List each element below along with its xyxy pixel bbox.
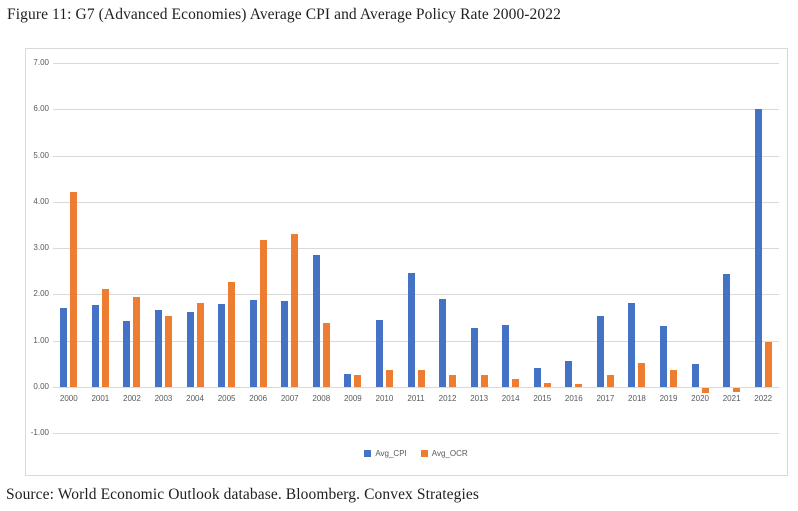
figure-title: Figure 11: G7 (Advanced Economies) Avera… bbox=[7, 6, 561, 23]
bar-avg-ocr-2009 bbox=[354, 374, 362, 387]
bar-avg-cpi-2010 bbox=[375, 320, 383, 387]
bar-avg-cpi-2000 bbox=[60, 308, 68, 387]
x-tick-label-2002: 2002 bbox=[123, 393, 141, 403]
gridline bbox=[53, 155, 779, 157]
bar-avg-ocr-2013 bbox=[480, 375, 488, 387]
bar-avg-ocr-2000 bbox=[70, 191, 78, 387]
bar-avg-ocr-2017 bbox=[606, 375, 614, 387]
bar-avg-cpi-2022 bbox=[754, 109, 762, 387]
x-tick-label-2004: 2004 bbox=[186, 393, 204, 403]
bar-avg-ocr-2002 bbox=[133, 297, 141, 387]
bar-avg-cpi-2019 bbox=[660, 326, 668, 387]
bar-avg-ocr-2018 bbox=[638, 362, 646, 387]
bar-avg-cpi-2007 bbox=[281, 301, 289, 387]
y-tick-label: 0.00 bbox=[33, 381, 49, 391]
x-tick-label-2003: 2003 bbox=[154, 393, 173, 403]
gridline bbox=[53, 294, 779, 296]
legend-item-avg-cpi: Avg_CPI bbox=[364, 448, 407, 458]
x-tick-label-2022: 2022 bbox=[754, 393, 773, 403]
x-tick-label-2010: 2010 bbox=[375, 393, 394, 403]
x-tick-label-2012: 2012 bbox=[438, 393, 457, 403]
bar-avg-cpi-2020 bbox=[691, 363, 699, 387]
bar-avg-ocr-2001 bbox=[101, 288, 109, 387]
bar-avg-ocr-2007 bbox=[291, 233, 299, 387]
x-tick-label-2020: 2020 bbox=[691, 393, 709, 403]
bar-avg-ocr-2003 bbox=[164, 316, 172, 387]
bar-avg-cpi-2003 bbox=[154, 309, 162, 387]
gridline bbox=[53, 248, 779, 249]
gridline bbox=[53, 201, 779, 203]
x-tick-label-2009: 2009 bbox=[343, 393, 362, 403]
y-tick-label: 6.00 bbox=[33, 104, 49, 114]
bar-avg-ocr-2019 bbox=[670, 369, 678, 387]
y-tick-label: 3.00 bbox=[33, 243, 49, 252]
x-tick-label-2000: 2000 bbox=[59, 393, 78, 403]
y-tick-label: 7.00 bbox=[33, 58, 49, 67]
bar-avg-ocr-2004 bbox=[196, 302, 204, 387]
x-tick-label-2007: 2007 bbox=[280, 393, 299, 403]
x-tick-label-2021: 2021 bbox=[722, 393, 741, 403]
bar-avg-cpi-2018 bbox=[628, 303, 636, 387]
bar-avg-cpi-2006 bbox=[249, 300, 257, 387]
bar-avg-ocr-2012 bbox=[449, 375, 457, 387]
bar-avg-cpi-2016 bbox=[565, 361, 573, 387]
x-tick-label-2016: 2016 bbox=[564, 393, 583, 403]
bar-avg-cpi-2014 bbox=[502, 325, 510, 387]
x-tick-label-2008: 2008 bbox=[312, 393, 331, 403]
x-tick-label-2005: 2005 bbox=[217, 393, 236, 403]
legend-swatch-icon bbox=[364, 449, 372, 457]
x-tick-label-2015: 2015 bbox=[533, 393, 552, 403]
x-tick-label-2011: 2011 bbox=[407, 393, 425, 403]
legend-swatch-icon bbox=[420, 449, 428, 457]
bar-avg-ocr-2022 bbox=[764, 342, 772, 387]
bar-avg-ocr-2015 bbox=[543, 382, 551, 387]
legend-item-avg-ocr: Avg_OCR bbox=[420, 448, 468, 458]
plot-area: 7.00 6.00 5.00 4.00 3.00 2.00 1.00 0.00 -1.00 20… bbox=[31, 58, 779, 437]
bar-avg-ocr-2011 bbox=[417, 370, 425, 387]
bar-avg-ocr-2014 bbox=[512, 379, 520, 387]
bar-avg-cpi-2001 bbox=[91, 305, 99, 387]
bar-avg-cpi-2005 bbox=[218, 304, 226, 387]
legend-label: Avg_OCR bbox=[431, 448, 468, 458]
x-tick-label-2013: 2013 bbox=[470, 393, 489, 403]
x-tick-label-2014: 2014 bbox=[501, 393, 520, 403]
bar-avg-cpi-2004 bbox=[186, 312, 194, 387]
bar-avg-cpi-2013 bbox=[470, 328, 478, 387]
bar-avg-cpi-2008 bbox=[312, 254, 320, 387]
y-tick-label: 1.00 bbox=[33, 335, 49, 345]
chart: 7.00 6.00 5.00 4.00 3.00 2.00 1.00 0.00 -1.00 20… bbox=[25, 48, 788, 476]
legend-label: Avg_CPI bbox=[375, 448, 407, 458]
bar-avg-ocr-2016 bbox=[575, 384, 583, 387]
gridline bbox=[53, 433, 779, 434]
source-text: Source: World Economic Outlook database.… bbox=[6, 486, 480, 503]
gridline bbox=[53, 340, 779, 342]
chart-legend: Avg_CPI Avg_OCR bbox=[53, 447, 779, 459]
x-tick-label-2017: 2017 bbox=[596, 393, 615, 403]
y-tick-label: -1.00 bbox=[30, 428, 49, 437]
bar-avg-ocr-2010 bbox=[385, 370, 393, 387]
bar-avg-cpi-2009 bbox=[344, 373, 352, 387]
gridline bbox=[53, 386, 779, 388]
bar-avg-cpi-2017 bbox=[596, 316, 604, 387]
y-tick-label: 4.00 bbox=[33, 196, 49, 206]
bar-avg-cpi-2011 bbox=[407, 272, 415, 387]
bar-avg-ocr-2006 bbox=[259, 240, 267, 387]
bar-avg-cpi-2012 bbox=[439, 298, 447, 387]
bar-avg-ocr-2021 bbox=[733, 387, 741, 393]
x-tick-label-2019: 2019 bbox=[659, 393, 678, 403]
gridline bbox=[53, 63, 779, 64]
y-tick-label: 5.00 bbox=[33, 150, 49, 160]
bar-avg-ocr-2020 bbox=[701, 387, 709, 394]
bar-avg-cpi-2015 bbox=[533, 368, 541, 387]
x-tick-label-2018: 2018 bbox=[628, 393, 646, 403]
bar-avg-cpi-2021 bbox=[723, 274, 731, 387]
gridline bbox=[53, 109, 779, 111]
y-tick-label: 2.00 bbox=[33, 289, 49, 299]
x-tick-label-2006: 2006 bbox=[249, 393, 268, 403]
x-tick-label-2001: 2001 bbox=[91, 393, 110, 403]
bar-avg-ocr-2005 bbox=[228, 281, 236, 387]
bar-avg-cpi-2002 bbox=[123, 321, 131, 387]
bar-avg-ocr-2008 bbox=[322, 322, 330, 387]
